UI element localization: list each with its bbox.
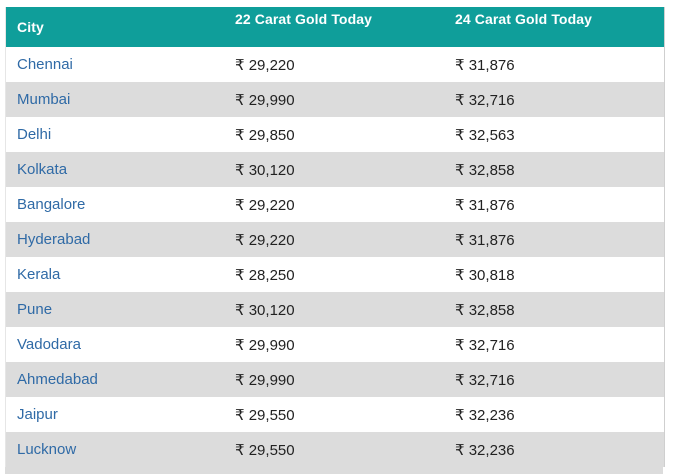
price-22-carat: ₹ 29,990 [235, 336, 295, 354]
city-link[interactable]: Bangalore [17, 196, 86, 213]
city-link[interactable]: Ahmedabad [17, 371, 98, 388]
price-22-carat: ₹ 29,990 [235, 91, 295, 109]
table-row: Ahmedabad ₹ 29,990 ₹ 32,716 [6, 362, 664, 397]
price-24-carat: ₹ 32,563 [455, 126, 515, 144]
price-22-carat: ₹ 29,220 [235, 196, 295, 214]
city-link[interactable]: Pune [17, 301, 53, 318]
table-row: Kolkata ₹ 30,120 ₹ 32,858 [6, 152, 664, 187]
gold-rate-table-container: City 22 Carat Gold Today 24 Carat Gold T… [5, 7, 665, 467]
city-link[interactable]: Kolkata [17, 161, 68, 178]
city-link[interactable]: Hyderabad [17, 231, 91, 248]
table-header: City 22 Carat Gold Today 24 Carat Gold T… [6, 7, 664, 47]
price-24-carat: ₹ 31,876 [455, 196, 515, 214]
price-24-carat: ₹ 31,876 [455, 56, 515, 74]
city-link[interactable]: Vadodara [17, 336, 81, 353]
price-24-carat: ₹ 32,236 [455, 406, 515, 424]
table-row: Kerala ₹ 28,250 ₹ 30,818 [6, 257, 664, 292]
price-24-carat: ₹ 32,716 [455, 336, 515, 354]
city-link[interactable]: Chennai [17, 56, 73, 73]
city-link[interactable]: Mumbai [17, 91, 71, 108]
city-link[interactable]: Kerala [17, 266, 61, 283]
price-22-carat: ₹ 30,120 [235, 161, 295, 179]
price-24-carat: ₹ 32,858 [455, 161, 515, 179]
gold-rate-table: City 22 Carat Gold Today 24 Carat Gold T… [6, 7, 664, 467]
column-header-city: City [17, 19, 44, 35]
table-row: Delhi ₹ 29,850 ₹ 32,563 [6, 117, 664, 152]
price-24-carat: ₹ 31,876 [455, 231, 515, 249]
price-22-carat: ₹ 29,220 [235, 56, 295, 74]
price-24-carat: ₹ 32,716 [455, 371, 515, 389]
table-row: Lucknow ₹ 29,550 ₹ 32,236 [6, 432, 664, 467]
table-row: Vadodara ₹ 29,990 ₹ 32,716 [6, 327, 664, 362]
price-22-carat: ₹ 29,850 [235, 126, 295, 144]
table-bottom-strip [5, 467, 663, 474]
header-row: City 22 Carat Gold Today 24 Carat Gold T… [6, 7, 664, 47]
price-22-carat: ₹ 29,990 [235, 371, 295, 389]
city-link[interactable]: Lucknow [17, 441, 77, 458]
table-row: Bangalore ₹ 29,220 ₹ 31,876 [6, 187, 664, 222]
price-24-carat: ₹ 32,236 [455, 441, 515, 459]
price-22-carat: ₹ 29,220 [235, 231, 295, 249]
column-header-22-carat: 22 Carat Gold Today [235, 11, 373, 27]
price-22-carat: ₹ 29,550 [235, 406, 295, 424]
price-24-carat: ₹ 32,858 [455, 301, 515, 319]
table-body: Chennai ₹ 29,220 ₹ 31,876 Mumbai ₹ 29,990 ₹ 3… [6, 47, 664, 467]
price-24-carat: ₹ 32,716 [455, 91, 515, 109]
price-22-carat: ₹ 30,120 [235, 301, 295, 319]
price-22-carat: ₹ 28,250 [235, 266, 295, 284]
table-row: Chennai ₹ 29,220 ₹ 31,876 [6, 47, 664, 82]
city-link[interactable]: Delhi [17, 126, 52, 143]
table-row: Jaipur ₹ 29,550 ₹ 32,236 [6, 397, 664, 432]
table-row: Mumbai ₹ 29,990 ₹ 32,716 [6, 82, 664, 117]
city-link[interactable]: Jaipur [17, 406, 58, 423]
table-row: Hyderabad ₹ 29,220 ₹ 31,876 [6, 222, 664, 257]
column-header-24-carat: 24 Carat Gold Today [455, 11, 593, 27]
price-24-carat: ₹ 30,818 [455, 266, 515, 284]
price-22-carat: ₹ 29,550 [235, 441, 295, 459]
table-row: Pune ₹ 30,120 ₹ 32,858 [6, 292, 664, 327]
